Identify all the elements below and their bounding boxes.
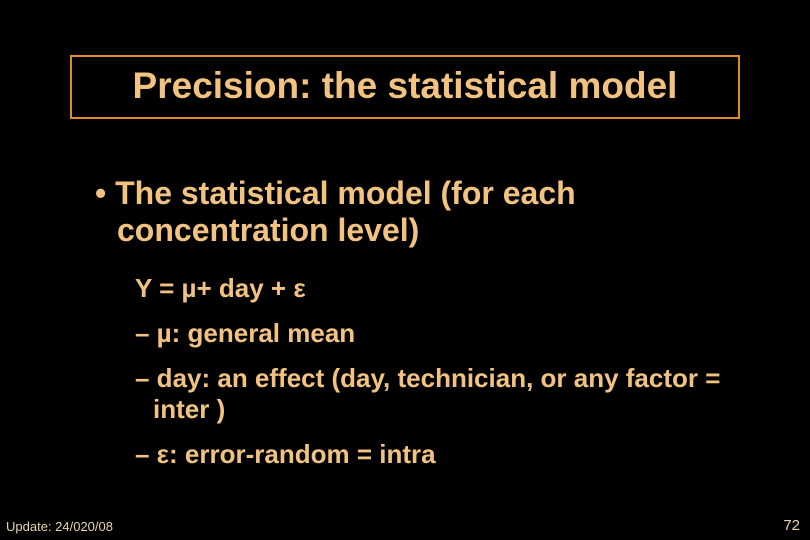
slide-content: • The statistical model (for each concen… — [95, 175, 755, 485]
sub-bullet-3: – ε: error-random = intra — [135, 439, 755, 470]
sub-bullet-2: – day: an effect (day, technician, or an… — [135, 363, 755, 425]
equation-line: Y = µ+ day + ε — [135, 273, 755, 304]
title-box: Precision: the statistical model — [70, 55, 740, 119]
slide-title: Precision: the statistical model — [84, 65, 726, 107]
footer-page-number: 72 — [783, 517, 800, 534]
main-bullet: • The statistical model (for each concen… — [95, 175, 755, 249]
sub-bullet-1: – µ: general mean — [135, 318, 755, 349]
footer-update: Update: 24/020/08 — [6, 519, 113, 534]
